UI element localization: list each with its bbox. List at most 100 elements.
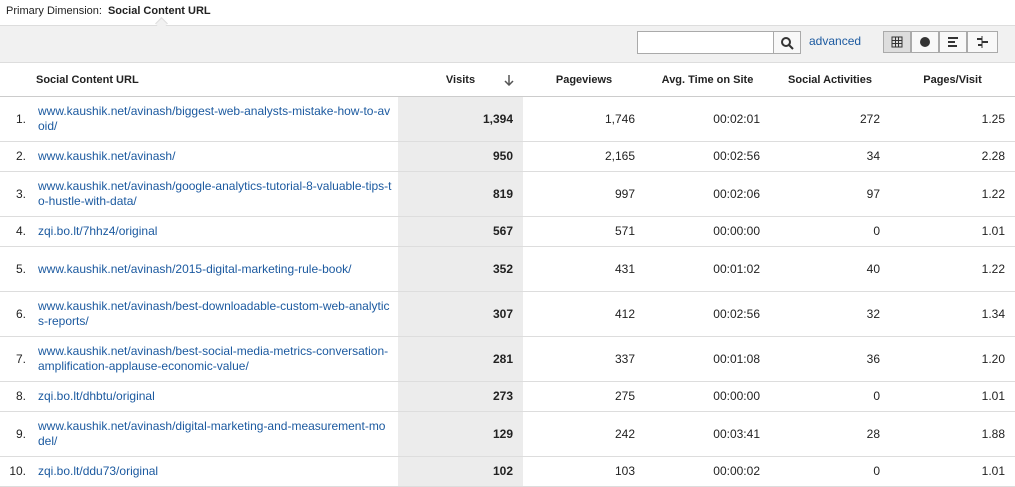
pageviews: 997 — [523, 171, 645, 217]
social-activities: 0 — [770, 381, 890, 412]
url-link[interactable]: www.kaushik.net/avinash/digital-marketin… — [38, 419, 386, 448]
visits: 102 — [398, 456, 523, 487]
social-activities: 97 — [770, 171, 890, 217]
visits: 819 — [398, 171, 523, 217]
url-link[interactable]: www.kaushik.net/avinash/google-analytics… — [38, 179, 392, 208]
pages-per-visit: 1.20 — [890, 336, 1015, 382]
table-row: 1. www.kaushik.net/avinash/biggest-web-an… — [0, 96, 1015, 142]
compare-view[interactable] — [967, 31, 998, 53]
pageviews: 275 — [523, 381, 645, 412]
pageviews: 431 — [523, 246, 645, 292]
avg-time: 00:02:56 — [645, 291, 770, 337]
avg-time: 00:00:00 — [645, 381, 770, 412]
url-cell: www.kaushik.net/avinash/best-social-medi… — [30, 336, 398, 382]
column-header[interactable]: Pageviews — [523, 63, 645, 97]
social-activities: 0 — [770, 456, 890, 487]
dimension-value[interactable]: Social Content URL — [107, 5, 211, 17]
table-row: 4. zqi.bo.lt/7hhz4/original 567 571 00:00:00… — [0, 216, 1015, 247]
primary-dimension: Primary Dimension: Social Content URL — [0, 0, 1015, 30]
row-index: 6. — [0, 291, 30, 337]
visits: 273 — [398, 381, 523, 412]
table-row: 9. www.kaushik.net/avinash/digital-market… — [0, 411, 1015, 457]
column-header[interactable]: Avg. Time on Site — [645, 63, 770, 97]
column-header[interactable]: Social Content URL — [30, 63, 398, 97]
social-activities: 32 — [770, 291, 890, 337]
url-cell: www.kaushik.net/avinash/digital-marketin… — [30, 411, 398, 457]
row-index: 9. — [0, 411, 30, 457]
social-activities: 36 — [770, 336, 890, 382]
url-cell: zqi.bo.lt/ddu73/original — [30, 456, 398, 487]
table-row: 7. www.kaushik.net/avinash/best-social-me… — [0, 336, 1015, 382]
pages-per-visit: 1.34 — [890, 291, 1015, 337]
row-index: 3. — [0, 171, 30, 217]
pageviews: 337 — [523, 336, 645, 382]
row-index: 2. — [0, 141, 30, 172]
url-cell: www.kaushik.net/avinash/best-downloadabl… — [30, 291, 398, 337]
pages-per-visit: 1.01 — [890, 216, 1015, 247]
table-row: 6. www.kaushik.net/avinash/best-downloada… — [0, 291, 1015, 337]
social-activities: 0 — [770, 216, 890, 247]
visits: 129 — [398, 411, 523, 457]
pages-per-visit: 1.22 — [890, 171, 1015, 217]
row-index: 4. — [0, 216, 30, 247]
pages-per-visit: 1.22 — [890, 246, 1015, 292]
table-row: 10. zqi.bo.lt/ddu73/original 102 103 00:00:0… — [0, 456, 1015, 487]
pageviews: 242 — [523, 411, 645, 457]
url-cell: www.kaushik.net/avinash/google-analytics… — [30, 171, 398, 217]
avg-time: 00:02:01 — [645, 96, 770, 142]
url-link[interactable]: zqi.bo.lt/dhbtu/original — [38, 389, 155, 403]
avg-time: 00:01:08 — [645, 336, 770, 382]
pageviews: 1,746 — [523, 96, 645, 142]
toolbar: advanced — [0, 26, 1015, 63]
url-link[interactable]: www.kaushik.net/avinash/best-social-medi… — [38, 344, 389, 373]
url-link[interactable]: zqi.bo.lt/7hhz4/original — [38, 224, 158, 238]
url-link[interactable]: www.kaushik.net/avinash/2015-digital-mar… — [38, 261, 352, 276]
row-index: 8. — [0, 381, 30, 412]
column-header[interactable]: Social Activities — [770, 63, 890, 97]
avg-time: 00:00:00 — [645, 216, 770, 247]
data-table: Social Content URL Visits Pageviews Avg. Ti… — [0, 63, 1015, 487]
search-button[interactable] — [773, 31, 801, 54]
url-link[interactable]: zqi.bo.lt/ddu73/original — [38, 464, 159, 478]
url-link[interactable]: www.kaushik.net/avinash/ — [38, 149, 176, 163]
social-activities: 40 — [770, 246, 890, 292]
table-row: 2. www.kaushik.net/avinash/950 2,165 00:02:… — [0, 141, 1015, 172]
search-input[interactable] — [637, 31, 775, 54]
row-index: 5. — [0, 246, 30, 292]
table-row: 5. www.kaushik.net/avinash/2015-digital-m… — [0, 246, 1015, 292]
avg-time: 00:01:02 — [645, 246, 770, 292]
visits: 1,394 — [398, 96, 523, 142]
pageviews: 571 — [523, 216, 645, 247]
pages-per-visit: 1.01 — [890, 381, 1015, 412]
visits: 307 — [398, 291, 523, 337]
pages-per-visit: 2.28 — [890, 141, 1015, 172]
column-header[interactable]: Pages/Visit — [890, 63, 1015, 97]
row-index: 10. — [0, 456, 30, 487]
visits: 567 — [398, 216, 523, 247]
visits: 352 — [398, 246, 523, 292]
avg-time: 00:00:02 — [645, 456, 770, 487]
url-link[interactable]: www.kaushik.net/avinash/best-downloadabl… — [38, 299, 390, 328]
table-view[interactable] — [883, 31, 911, 53]
social-activities: 272 — [770, 96, 890, 142]
url-cell: zqi.bo.lt/7hhz4/original — [30, 216, 398, 247]
table-row: 8. zqi.bo.lt/dhbtu/original 273 275 00:00:00… — [0, 381, 1015, 412]
visits: 950 — [398, 141, 523, 172]
pie-view[interactable] — [911, 31, 939, 53]
pages-per-visit: 1.25 — [890, 96, 1015, 142]
url-link[interactable]: www.kaushik.net/avinash/biggest-web-anal… — [38, 104, 391, 133]
visits: 281 — [398, 336, 523, 382]
table-row: 3. www.kaushik.net/avinash/google-analyti… — [0, 171, 1015, 217]
url-cell: www.kaushik.net/avinash/2015-digital-mar… — [30, 246, 398, 292]
url-cell: www.kaushik.net/avinash/biggest-web-anal… — [30, 96, 398, 142]
dimension-label: Primary Dimension: — [6, 5, 102, 17]
column-header[interactable]: Visits — [398, 63, 523, 97]
avg-time: 00:02:06 — [645, 171, 770, 217]
row-index: 1. — [0, 96, 30, 142]
bar-view[interactable] — [939, 31, 967, 53]
advanced-link[interactable]: advanced — [809, 34, 862, 48]
header-spacer — [0, 63, 30, 97]
social-activities: 28 — [770, 411, 890, 457]
url-cell: zqi.bo.lt/dhbtu/original — [30, 381, 398, 412]
